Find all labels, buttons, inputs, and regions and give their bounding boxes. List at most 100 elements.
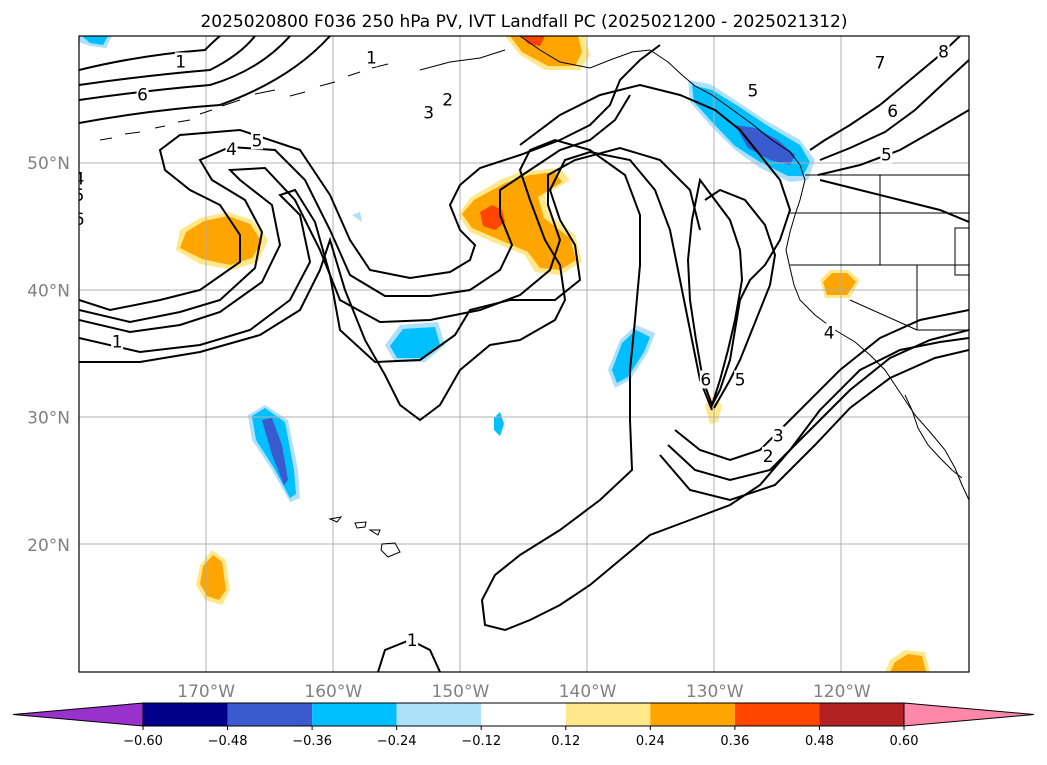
colorbar-tick-label: −0.60	[123, 734, 163, 749]
contour-label-bg	[79, 186, 85, 204]
pv-anomaly-shading	[79, 36, 930, 672]
colorbar-segment	[565, 703, 651, 726]
contour-label: 7	[875, 54, 886, 74]
colorbar-tick-label: −0.36	[292, 734, 332, 749]
contour-label: 5	[74, 186, 85, 206]
colorbar: −0.60 −0.48 −0.36 −0.24 −0.12 0.12 0.24 0.36 0.4…	[12, 702, 1035, 749]
contour-label: 4	[824, 323, 835, 343]
contour-label-bg	[823, 323, 836, 342]
colorbar-segment	[396, 703, 482, 726]
coastlines	[99, 36, 969, 558]
anomaly-mid-pacific-peak	[480, 205, 505, 230]
contour-label-bg	[79, 169, 85, 188]
contour-label: 3	[773, 426, 784, 446]
alaska-coastline	[419, 36, 651, 71]
colorbar-segment	[481, 703, 566, 726]
contour-label: 6	[137, 86, 148, 106]
latitude-tick-label: 30°N	[27, 409, 70, 429]
contour-label: 2	[763, 447, 774, 467]
contour-label: 2	[442, 91, 453, 111]
anomaly-west-of-trough-core	[390, 327, 440, 358]
colorbar-tick-label: 0.24	[636, 734, 665, 749]
colorbar-segment	[819, 703, 904, 726]
anomaly-baja-core	[890, 654, 926, 672]
longitude-tick-label: 140°W	[559, 682, 617, 702]
us-state-borders	[790, 175, 969, 331]
colorbar-tick-label: 0.48	[805, 734, 834, 749]
colorbar-segment	[650, 703, 735, 726]
colorbar-segment	[734, 703, 820, 726]
contour-label-bg	[225, 140, 238, 159]
contour-label-bg	[937, 42, 950, 61]
colorbar-outline	[142, 702, 905, 727]
anomaly-speck	[352, 212, 362, 222]
anomaly-british-columbia-peak	[735, 125, 795, 165]
hawaiian-islands	[328, 516, 401, 558]
contour-label-bg	[365, 48, 378, 67]
colorbar-extend-low	[12, 702, 144, 727]
anomaly-small-tropical	[494, 412, 504, 436]
colorbar-segment	[143, 703, 228, 726]
contour-label: 5	[252, 131, 263, 151]
contour-label: 1	[175, 52, 186, 72]
contour-label-bg	[746, 81, 759, 100]
contour-label-bg	[441, 90, 454, 109]
colorbar-tick-label: 0.12	[551, 734, 580, 749]
colorbar-tick-label: 0.60	[890, 734, 919, 749]
longitude-tick-labels: 170°W 160°W 150°W 140°W 130°W 120°W	[177, 682, 871, 702]
contour-label-bg	[406, 631, 419, 650]
colorbar-tick-label: −0.24	[377, 734, 417, 749]
anomaly-gulf-of-alaska-peak	[522, 36, 545, 46]
contour-label: 6	[887, 102, 898, 122]
anomaly-subtropical-strip-peak	[262, 418, 288, 485]
contour-label-bg	[79, 210, 85, 229]
contour-label: 6	[74, 210, 85, 230]
latitude-tick-label: 20°N	[27, 536, 70, 556]
colorbar-extend-high	[903, 702, 1035, 727]
contour-label-bg	[111, 332, 124, 351]
contour-label-bg	[734, 370, 747, 389]
contour-label: 3	[423, 103, 434, 123]
contour-label: 4	[226, 140, 237, 160]
north-america-coastline	[649, 49, 969, 501]
contour-label-bg	[880, 145, 893, 164]
latitude-tick-labels: 50°N 40°N 30°N 20°N	[27, 154, 70, 556]
longitude-tick-label: 170°W	[177, 682, 235, 702]
contour-label: 1	[407, 631, 418, 651]
colorbar-segment	[227, 703, 313, 726]
contour-label: 6	[700, 370, 711, 390]
longitude-tick-label: 150°W	[432, 682, 490, 702]
contour-label: 1	[112, 332, 123, 352]
baja-peninsula	[904, 394, 963, 479]
contour-label-bg	[136, 85, 149, 104]
anomaly-central-north-pacific-core	[180, 216, 262, 265]
contour-label-bg	[251, 131, 263, 150]
colorbar-tick-label: 0.36	[720, 734, 749, 749]
contour-label-bg	[174, 52, 187, 71]
contour-label-bg	[762, 446, 775, 465]
contour-label-bg	[422, 103, 435, 122]
contour-label: 5	[881, 145, 892, 165]
contour-label-bg	[699, 370, 712, 389]
contour-label: 4	[74, 169, 85, 189]
contour-label: 5	[747, 82, 758, 102]
map-frame	[78, 35, 970, 673]
contour-label: 1	[366, 49, 377, 69]
colorbar-tick-label: −0.12	[461, 734, 501, 749]
latitude-tick-label: 50°N	[27, 154, 70, 174]
colorbar-tick-label: −0.48	[208, 734, 248, 749]
contour-label: 5	[735, 370, 746, 390]
contour-label-bg	[874, 53, 886, 72]
pv-contours	[79, 36, 969, 672]
longitude-tick-label: 120°W	[813, 682, 871, 702]
latitude-tick-label: 40°N	[27, 281, 70, 301]
colorbar-segment	[312, 703, 397, 726]
longitude-tick-label: 130°W	[686, 682, 744, 702]
longitude-tick-label: 160°W	[304, 682, 362, 702]
contour-label-bg	[886, 102, 899, 121]
map-title: 2025020800 F036 250 hPa PV, IVT Landfall…	[200, 12, 847, 32]
contour-label-bg	[772, 426, 785, 445]
